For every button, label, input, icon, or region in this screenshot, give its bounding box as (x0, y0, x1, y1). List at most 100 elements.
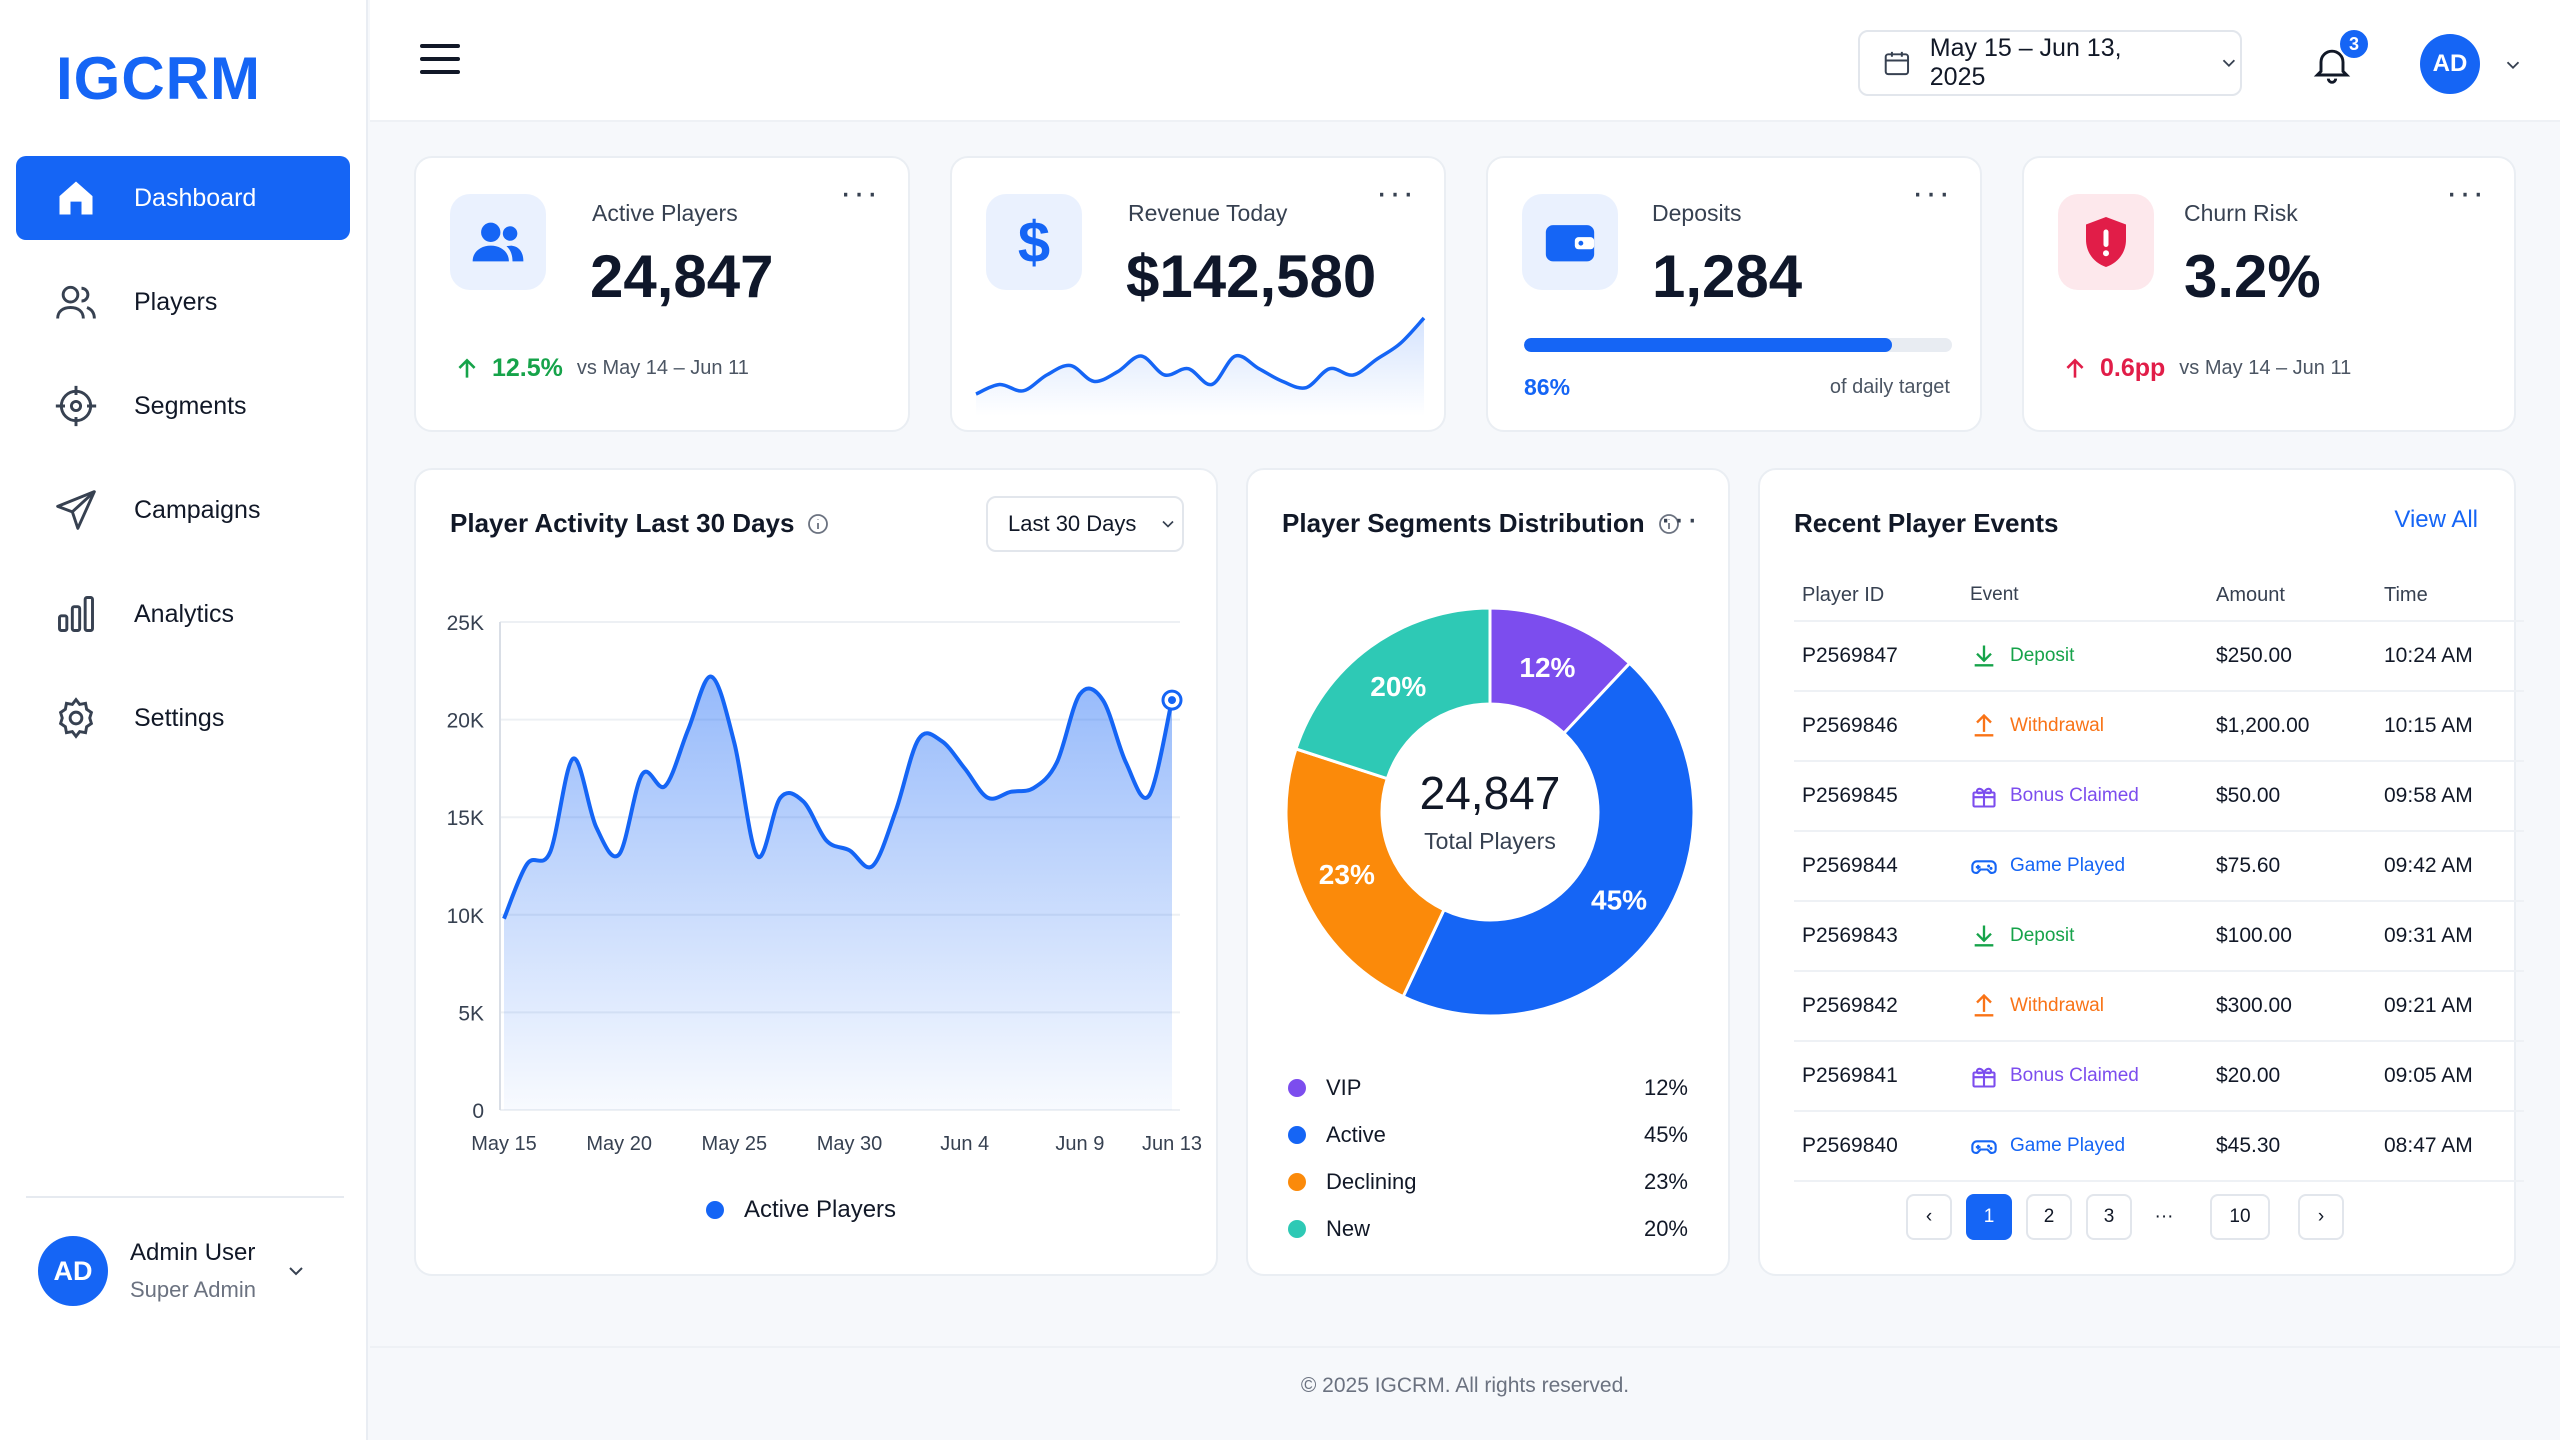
time: 09:05 AM (2384, 1064, 2473, 1087)
legend-label: VIP (1326, 1074, 1362, 1100)
page-button-10[interactable]: 10 (2210, 1194, 2270, 1240)
sidebar-item-label: Campaigns (134, 495, 261, 524)
legend-label: Active Players (744, 1196, 897, 1223)
more-options-icon[interactable]: ··· (840, 174, 880, 212)
view-all-link[interactable]: View All (2394, 506, 2478, 533)
page-button-1[interactable]: 1 (1966, 1194, 2012, 1240)
date-range-picker[interactable]: May 15 – Jun 13, 2025 (1858, 30, 2242, 96)
legend-pct: 20% (1643, 1215, 1688, 1241)
sidebar-item-label: Players (134, 287, 218, 316)
legend-dot (1288, 1125, 1306, 1144)
time: 08:47 AM (2384, 1134, 2473, 1157)
event-label: Game Played (2010, 1135, 2126, 1156)
event-label: Withdrawal (2010, 715, 2104, 736)
notification-badge: 3 (2338, 28, 2370, 60)
kpi-compare: vs May 14 – Jun 11 (2179, 357, 2352, 379)
next-page-button[interactable]: › (2298, 1194, 2344, 1240)
app-logo[interactable]: IGCRM (56, 45, 261, 112)
more-options-icon[interactable]: ··· (1912, 174, 1952, 212)
event-label: Game Played (2010, 855, 2126, 876)
topbar: May 15 – Jun 13, 2025 3 AD (370, 0, 2560, 122)
avatar[interactable]: AD (2420, 34, 2480, 94)
legend-dot (1288, 1172, 1306, 1191)
more-options-icon[interactable]: ··· (2446, 174, 2486, 212)
table-row[interactable]: P2569841 Bonus Claimed $20.00 09:05 AM (1794, 1042, 2524, 1112)
wallet-icon (1522, 194, 1618, 290)
more-options-icon[interactable]: ··· (1660, 500, 1700, 538)
table-row[interactable]: P2569845 Bonus Claimed $50.00 09:58 AM (1794, 762, 2524, 832)
more-options-icon[interactable]: ··· (1376, 174, 1416, 212)
amount: $75.60 (2216, 854, 2281, 877)
pagination-ellipsis: ··· (2146, 1194, 2182, 1240)
column-header: Event (1970, 584, 2019, 605)
sidebar-item-players[interactable]: Players (16, 260, 350, 344)
card-title: Player Segments Distribution (1282, 508, 1681, 539)
card-title: Player Activity Last 30 Days (450, 508, 830, 539)
player-id: P2569840 (1802, 1134, 1898, 1157)
user-name: Admin User (130, 1239, 256, 1266)
kpi-delta-row: 12.5% vs May 14 – Jun 11 (454, 354, 749, 383)
gift-icon (1972, 787, 1996, 808)
gift-icon (1972, 1067, 1996, 1088)
chevron-down-icon[interactable] (2502, 54, 2524, 76)
donut-total: 24,847 (1419, 767, 1561, 819)
prev-page-button[interactable]: ‹ (1906, 1194, 1952, 1240)
event-label: Deposit (2010, 925, 2075, 946)
kpi-card-churn: Churn Risk 3.2% ··· 0.6pp vs May 14 – Ju… (2022, 156, 2516, 432)
last-point-marker (1168, 696, 1176, 705)
range-select[interactable]: Last 30 Days (986, 496, 1184, 552)
table-row[interactable]: P2569840 Game Played $45.30 08:47 AM (1794, 1112, 2524, 1182)
kpi-delta: 0.6pp (2100, 354, 2166, 382)
area-fill (504, 676, 1172, 1110)
sidebar: IGCRM Dashboard Players Segments Campaig… (0, 0, 368, 1440)
y-tick-label: 10K (447, 905, 484, 928)
x-tick-label: Jun 13 (1142, 1133, 1202, 1155)
donut-center: 24,847 Total Players (1248, 766, 1732, 855)
users-icon (450, 194, 546, 290)
page-button-3[interactable]: 3 (2086, 1194, 2132, 1240)
table-row[interactable]: P2569846 Withdrawal $1,200.00 10:15 AM (1794, 692, 2524, 762)
menu-toggle-icon[interactable] (420, 44, 460, 78)
table-row[interactable]: P2569842 Withdrawal $300.00 09:21 AM (1794, 972, 2524, 1042)
kpi-delta-row: 0.6pp vs May 14 – Jun 11 (2062, 354, 2351, 383)
chart-legend: Active Players (706, 1196, 896, 1224)
sidebar-user-menu[interactable]: AD Admin User Super Admin (38, 1236, 338, 1306)
kpi-label: Churn Risk (2184, 200, 2298, 226)
sidebar-item-analytics[interactable]: Analytics (16, 572, 350, 656)
sidebar-item-label: Settings (134, 703, 225, 732)
avatar: AD (38, 1236, 108, 1306)
table-header: Player ID Event Amount Time (1794, 570, 2524, 622)
info-icon[interactable] (806, 512, 830, 536)
legend-row-active: Active 45% (1288, 1111, 1688, 1158)
time: 10:24 AM (2384, 644, 2473, 667)
column-header: Player ID (1802, 583, 1885, 606)
event-label: Withdrawal (2010, 995, 2104, 1016)
legend-dot (706, 1201, 724, 1219)
table-row[interactable]: P2569843 Deposit $100.00 09:31 AM (1794, 902, 2524, 972)
page-button-2[interactable]: 2 (2026, 1194, 2072, 1240)
amount: $250.00 (2216, 644, 2292, 667)
kpi-card-active-players: Active Players 24,847 ··· 12.5% vs May 1… (414, 156, 910, 432)
table-row[interactable]: P2569844 Game Played $75.60 09:42 AM (1794, 832, 2524, 902)
info-icon[interactable] (1657, 512, 1681, 536)
calendar-icon (1884, 51, 1910, 76)
kpi-value: 3.2% (2184, 243, 2321, 310)
table-row[interactable]: P2569847 Deposit $250.00 10:24 AM (1794, 622, 2524, 692)
player-id: P2569842 (1802, 994, 1898, 1017)
sidebar-item-dashboard[interactable]: Dashboard (16, 156, 350, 240)
y-tick-label: 0 (472, 1100, 484, 1123)
send-icon (52, 486, 100, 534)
event-cell: Bonus Claimed (1970, 782, 2216, 810)
sidebar-item-settings[interactable]: Settings (16, 676, 350, 760)
gear-icon (52, 694, 100, 742)
download-icon (1974, 925, 1994, 947)
x-tick-label: Jun 4 (940, 1133, 989, 1155)
download-icon (1974, 645, 1994, 667)
sidebar-item-segments[interactable]: Segments (16, 364, 350, 448)
event-cell: Withdrawal (1970, 712, 2216, 740)
user-role: Super Admin (130, 1277, 256, 1302)
bell-icon[interactable] (2310, 42, 2354, 86)
chevron-down-icon (2222, 59, 2236, 68)
player-id: P2569847 (1802, 644, 1898, 667)
sidebar-item-campaigns[interactable]: Campaigns (16, 468, 350, 552)
